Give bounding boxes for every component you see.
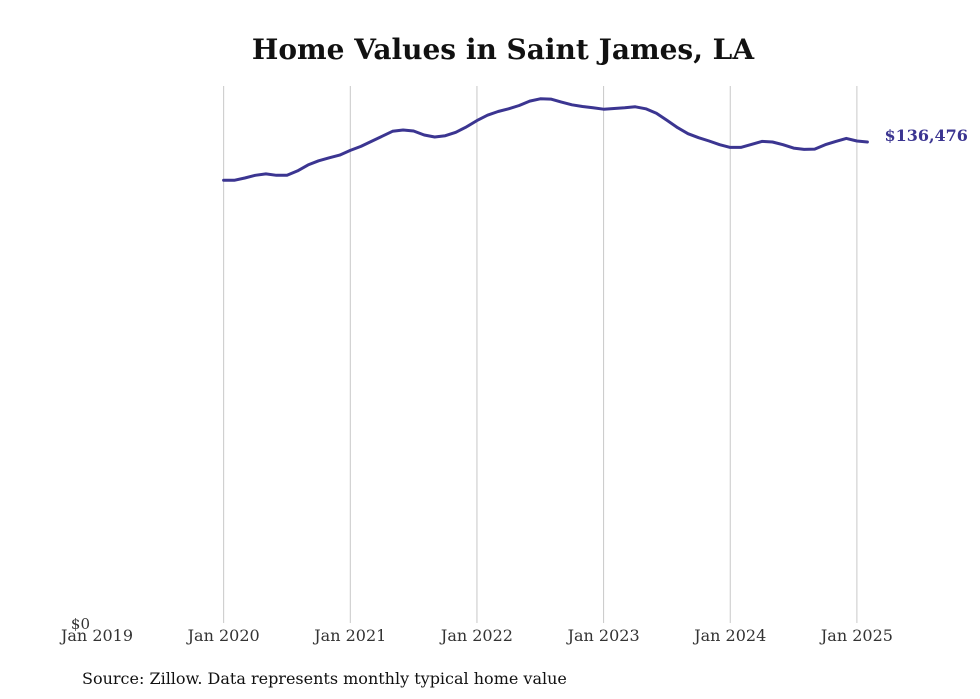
end-value-label: $136,476: [884, 126, 968, 145]
y-axis-ticks: $0: [71, 615, 90, 633]
x-tick-label: Jan 2022: [439, 626, 513, 645]
y-tick-label: $0: [71, 615, 90, 633]
x-tick-label: Jan 2020: [186, 626, 260, 645]
gridlines: [223, 86, 858, 623]
x-tick-label: Jan 2023: [566, 626, 640, 645]
series-line: [222, 97, 869, 182]
x-tick-label: Jan 2024: [692, 626, 766, 645]
x-tick-label: Jan 2025: [819, 626, 893, 645]
x-tick-label: Jan 2021: [312, 626, 386, 645]
x-tick-label: Jan 2019: [59, 626, 133, 645]
x-axis-ticks: Jan 2019 Jan 2020 Jan 2021 Jan 2022 Jan 2023…: [59, 626, 893, 645]
source-note: Source: Zillow. Data represents monthly …: [82, 669, 567, 688]
chart-title: Home Values in Saint James, LA: [252, 33, 755, 66]
